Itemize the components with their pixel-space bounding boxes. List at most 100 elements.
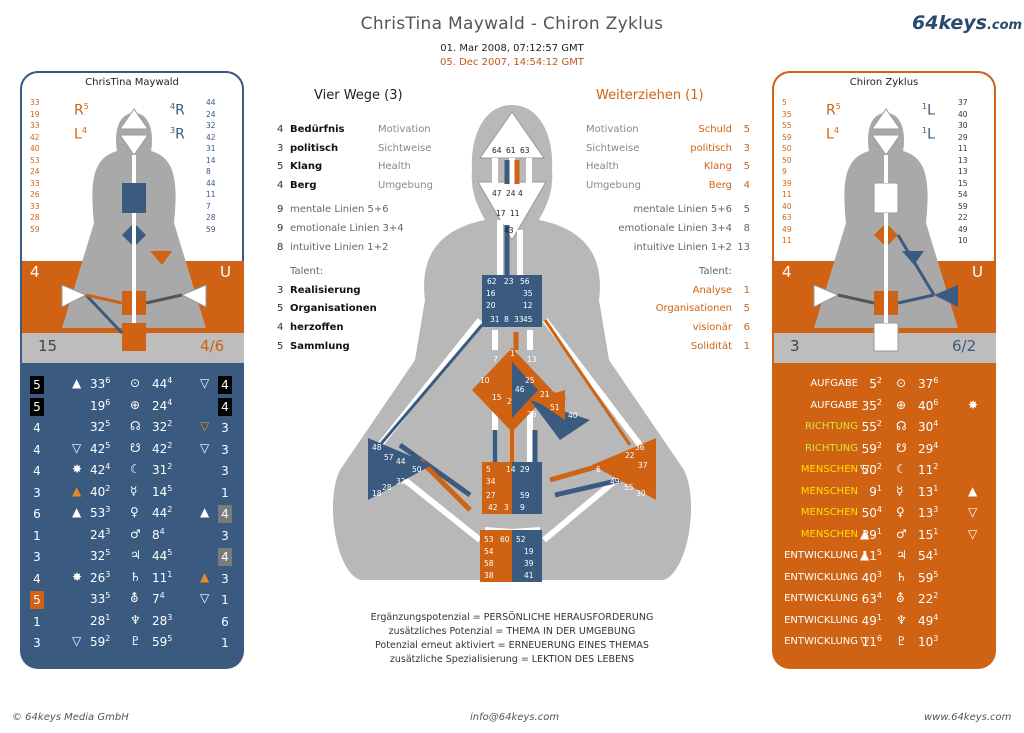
left-personality-mini-list: 44 24 32 42 31 14 8 44 11 7 28 59 (206, 97, 216, 235)
right-bottom-number: 3 (790, 337, 800, 355)
mini-gate: 33 (30, 178, 40, 188)
row-theme-label: MENSCHEN (800, 528, 858, 540)
mini-gate: 32 (206, 121, 216, 130)
activation-row: MENSCHEN ▲ 391 ♂ 151 ▽ (772, 524, 996, 545)
wege-count: 3 (277, 142, 284, 154)
arrow-icon: ▲ (72, 483, 82, 498)
vier-wege-list: 4 Bedürfnis Motivation 3 politisch Sichtweise… (277, 124, 477, 359)
right-r-marker: 4R 3R (170, 102, 185, 143)
design-line: 1 (33, 614, 41, 629)
vier-wege-title: Vier Wege (3) (314, 88, 403, 103)
wege-row: 3 politisch Sichtweise (277, 143, 477, 162)
brand-logo[interactable]: 64keys.com (912, 12, 1022, 34)
design-gate: 592 (861, 440, 882, 456)
design-gate: 115 (861, 548, 882, 563)
planet-icon: ♄ (896, 569, 907, 584)
personality-line: 1 (221, 485, 229, 500)
gate-label: 54 (484, 547, 494, 556)
mini-gate: 33 (30, 201, 40, 211)
design-gate: 281 (90, 612, 111, 628)
wege-count: 5 (277, 161, 284, 173)
weiter-row: Analyse 1 (560, 285, 750, 304)
footer-web[interactable]: www.64keys.com (924, 712, 1012, 723)
activation-row: MENSCHEN 504 ♀ 133 ▽ (772, 502, 996, 523)
design-gate: 335 (90, 591, 111, 606)
mini-gate: 54 (958, 190, 968, 199)
footer-copyright: © 64keys Media GmbH (12, 712, 129, 723)
right-design-mini-list: 5 35 55 59 50 50 9 39 11 40 63 49 11 (782, 97, 792, 247)
wege-aux: Sichtweise (378, 142, 432, 154)
wege-label: Sammlung (290, 340, 350, 352)
throat-center (482, 275, 542, 327)
row-theme-label: MENSCHEN (800, 485, 858, 497)
planet-icon: ♀ (896, 505, 905, 519)
planet-icon: ♀ (130, 505, 139, 519)
arrow-icon: ▽ (968, 526, 978, 541)
wege-count: 5 (277, 340, 284, 352)
mini-gate: 10 (958, 236, 968, 245)
weiter-row: Sichtweise politisch 3 (560, 143, 750, 162)
weiter-label: Klang (703, 161, 732, 173)
right-profile: 6/2 (952, 337, 977, 355)
weiter-row: emotionale Linien 3+4 8 (560, 223, 750, 242)
talent-label: Talent: (698, 266, 732, 278)
weiter-label: Solidität (690, 340, 732, 352)
personality-line: 4 (218, 397, 232, 416)
gate-label: 13 (527, 355, 537, 364)
mini-gate: 50 (782, 144, 792, 153)
activation-row: RICHTUNG 592 ☋ 294 (772, 438, 996, 459)
weiter-label: Schuld (698, 124, 732, 135)
arrow-icon: ▲ (200, 569, 210, 584)
arrow-icon: ▲ (200, 505, 210, 519)
row-theme-label: ENTWICKLUNG (784, 571, 858, 583)
arrow-icon: ▽ (968, 505, 978, 519)
design-gate: 52 (869, 376, 882, 391)
gate-label: 18 (372, 489, 382, 498)
wege-label: Bedürfnis (290, 124, 345, 135)
gate-label: 36 (635, 443, 645, 452)
design-gate: 352 (861, 397, 882, 413)
design-line: 5 (30, 376, 44, 394)
mini-gate: 28 (206, 213, 216, 222)
gate-label: 31 (490, 315, 500, 324)
mini-gate: 42 (206, 132, 216, 142)
gate-label: 60 (500, 535, 510, 544)
row-theme-label: ENTWICKLUNG (784, 593, 858, 604)
weiter-count: 6 (743, 321, 750, 333)
gate-label: 27 (486, 491, 496, 500)
left-panel-name: ChrisTina Maywald (85, 77, 179, 88)
planet-icon: ☊ (130, 419, 141, 433)
gate-label: 56 (520, 277, 530, 286)
footer-email[interactable]: info@64keys.com (470, 712, 560, 723)
planet-icon: ♇ (130, 634, 141, 648)
personality-gate: 111 (152, 569, 173, 585)
design-line: 4 (33, 442, 41, 457)
gate-label: 53 (484, 535, 494, 544)
arrow-icon: ✸ (968, 397, 979, 412)
right-panel-top (772, 71, 996, 363)
gate-label: 62 (487, 277, 497, 286)
right-mini-bodygraph (813, 108, 958, 352)
personality-line: 3 (221, 464, 229, 478)
right-panel-r-marker: R5 L4 (826, 102, 841, 143)
design-line: 4 (33, 571, 41, 586)
gate-label: 14 (506, 465, 516, 474)
legend-line: Potenzial erneut aktiviert = ERNEUERUNG … (375, 640, 649, 651)
weiter-count: 8 (743, 222, 750, 234)
row-theme-label: ENTWICKLUNG (784, 636, 858, 647)
mini-gate: 35 (782, 109, 792, 119)
planet-icon: ♄ (130, 569, 141, 584)
design-gate: 592 (90, 634, 111, 649)
planet-icon: ♂ (896, 526, 907, 541)
mini-gate: 5 (782, 98, 787, 107)
personality-gate: 84 (152, 526, 165, 542)
wege-row: 4 herzoffen (277, 322, 477, 341)
gate-label: 17 (496, 209, 506, 218)
mini-gate: 22 (958, 213, 968, 222)
row-theme-label: AUFGABE (810, 378, 858, 389)
mini-gate: 49 (782, 224, 792, 234)
gate-label: 22 (625, 451, 635, 460)
design-gate: 196 (90, 397, 111, 413)
arrow-icon: ▽ (860, 634, 870, 648)
weiterziehen-list: Motivation Schuld 5 Sichtweise politisch 3 Hea… (560, 124, 750, 359)
